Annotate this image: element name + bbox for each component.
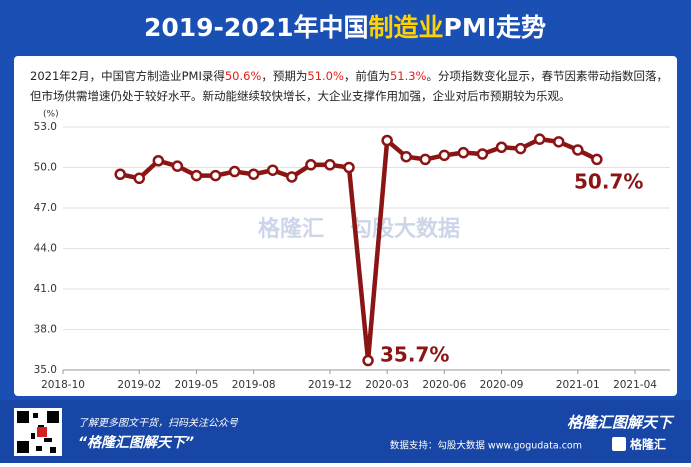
data-point [152, 155, 165, 167]
data-point [438, 149, 451, 162]
footer-source: 数据支持：勾股大数据 www.gogudata.com [390, 440, 582, 452]
data-point [514, 142, 527, 155]
x-tick-label: 2021-04 [613, 379, 657, 391]
data-point [362, 354, 374, 367]
annotation: 35.7% [380, 343, 449, 367]
footer-logo: 格隆汇 [630, 437, 666, 452]
x-tick-label: 2021-01 [556, 379, 600, 391]
data-point [324, 159, 336, 171]
data-point [457, 146, 470, 159]
data-point [400, 150, 412, 163]
x-tick-label: 2020-09 [480, 379, 524, 391]
x-tick-label: 2019-12 [308, 379, 352, 391]
description-part: 。分项指数变化显示，春节因素带动指数回落， [426, 69, 668, 83]
panel [14, 56, 677, 396]
description-part: ，预期为 [261, 69, 307, 83]
data-point [572, 144, 584, 156]
footer-text: “格隆汇图解天下” [78, 434, 194, 451]
data-point [552, 136, 565, 148]
data-point [228, 165, 241, 178]
y-tick-label: 41.0 [34, 283, 57, 295]
data-point [343, 161, 355, 174]
data-point [266, 164, 279, 176]
chart-title: 2019-2021年中国制造业PMI走势 [144, 13, 546, 42]
x-tick-label: 2019-05 [175, 379, 219, 391]
description-part: 但市场供需增速仍处于较好水平。新动能继续较快增长，大企业支撑作用加强，企业对后市… [30, 89, 571, 103]
title-part: 制造业 [369, 13, 444, 42]
x-tick-label: 2019-02 [117, 379, 161, 391]
footer-brand: 格隆汇图解天下 [567, 414, 675, 432]
footer-text: 了解更多图文干货，扫码关注公众号 [78, 417, 239, 429]
data-point [591, 153, 603, 166]
y-tick-label: 35.0 [34, 364, 57, 376]
watermark: 格隆汇 [258, 216, 324, 242]
data-point [171, 160, 184, 172]
data-point [305, 159, 317, 171]
data-point [190, 169, 203, 182]
y-tick-label: 47.0 [34, 202, 57, 214]
x-tick-label: 2018-10 [41, 379, 85, 391]
data-point [495, 141, 508, 153]
description-part: 2021年2月，中国官方制造业PMI录得 [30, 69, 225, 83]
description: 但市场供需增速仍处于较好水平。新动能继续较快增长，大企业支撑作用加强，企业对后市… [30, 89, 571, 103]
data-point [286, 171, 298, 183]
description-part: 51.3% [390, 69, 427, 83]
y-unit: (%) [43, 110, 59, 120]
footer-band [0, 400, 691, 463]
x-tick-label: 2019-08 [232, 379, 276, 391]
description: 2021年2月，中国官方制造业PMI录得50.6%，预期为51.0%，前值为51… [30, 69, 668, 83]
data-point [114, 168, 126, 180]
qr-logo [37, 427, 47, 437]
description-part: ，前值为 [344, 69, 390, 83]
x-tick-label: 2020-06 [422, 379, 466, 391]
data-point [247, 168, 260, 180]
annotation: 50.7% [574, 170, 643, 194]
y-tick-label: 38.0 [34, 324, 57, 336]
y-tick-label: 53.0 [34, 121, 57, 133]
title-part: PMI走势 [444, 13, 547, 42]
y-tick-label: 44.0 [34, 243, 57, 255]
data-point [209, 169, 222, 182]
logo-icon [612, 437, 626, 451]
data-point [133, 172, 146, 185]
data-point [533, 133, 546, 145]
x-tick-label: 2020-03 [365, 379, 409, 391]
data-point [476, 148, 489, 160]
data-point [419, 153, 432, 166]
description-part: 50.6% [225, 69, 262, 83]
data-point [381, 134, 393, 147]
y-tick-label: 50.0 [34, 162, 57, 174]
title-part: 2019-2021年中国 [144, 13, 369, 42]
description-part: 51.0% [307, 69, 344, 83]
watermark: 勾股大数据 [350, 216, 460, 242]
